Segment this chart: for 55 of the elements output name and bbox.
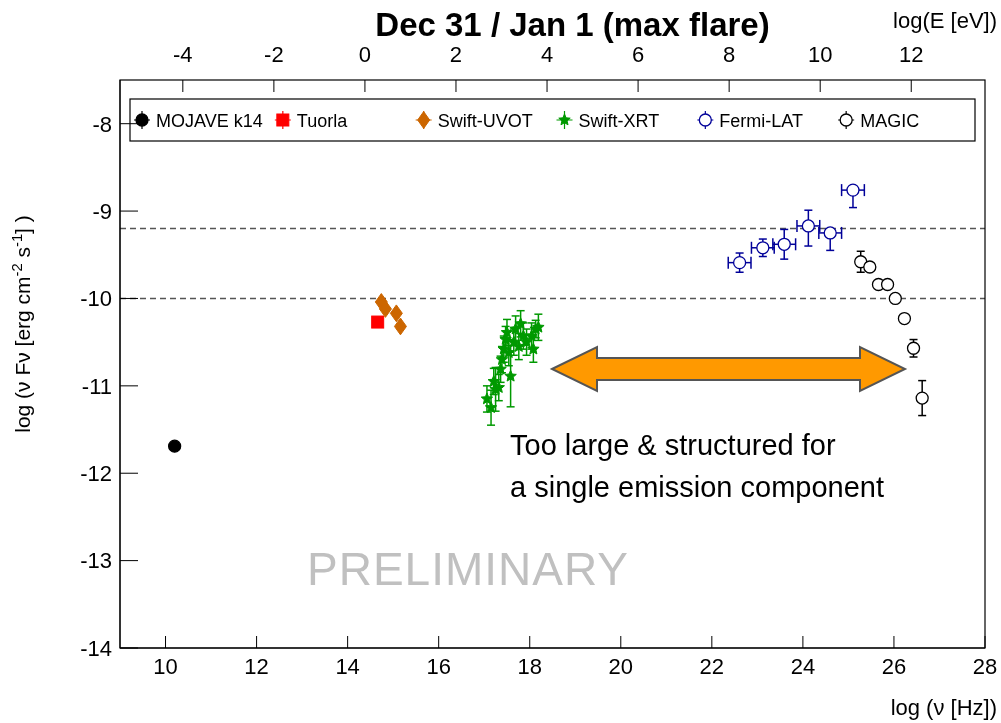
point [863, 260, 877, 274]
point [393, 317, 407, 336]
x-tick-label: 14 [335, 653, 360, 679]
y-tick-label: -14 [80, 635, 112, 661]
x-tick-label: 28 [972, 653, 998, 679]
x2-tick-label: -4 [173, 42, 193, 67]
x2-tick-label: 4 [540, 42, 554, 67]
x2-tick-label: 10 [807, 42, 833, 67]
point [480, 392, 494, 405]
x2-tick-label: 12 [899, 42, 924, 67]
x-tick-label: 10 [153, 653, 178, 679]
x-tick-label: 16 [426, 653, 451, 679]
x2-tick-label: -2 [264, 42, 284, 67]
x-tick-label: 12 [244, 653, 269, 679]
point [167, 439, 182, 453]
y-tick-label: -13 [80, 548, 112, 574]
annotation: Too large & structured for a single emission component [510, 429, 884, 503]
chart-title: Dec 31 / Jan 1 (max flare) [375, 6, 770, 43]
y-tick-label: -11 [81, 373, 112, 399]
x2-tick-label: 0 [358, 42, 372, 67]
x2-tick-label: 8 [723, 42, 736, 67]
y-tick-label: -10 [80, 286, 112, 312]
y-tick-label: -8 [92, 111, 112, 137]
point [484, 401, 498, 414]
x-tick-label: 24 [790, 653, 816, 679]
point [378, 300, 392, 318]
point [888, 291, 902, 306]
x2-axis-title: log(E [eV]) [893, 8, 997, 33]
point [846, 183, 860, 197]
point [389, 304, 403, 323]
point [823, 226, 837, 240]
x-axis-title: log (ν [Hz]) [890, 695, 997, 720]
x2-tick-label: 6 [631, 42, 645, 67]
x2-tick-label: 2 [449, 42, 463, 67]
point [880, 277, 895, 292]
x-tick-label: 26 [881, 653, 907, 679]
legend-label: Swift-XRT [578, 111, 660, 131]
legend-label: Tuorla [296, 111, 349, 131]
legend-label: MAGIC [860, 111, 920, 131]
point [504, 369, 517, 382]
x-tick-label: 20 [608, 653, 634, 679]
point [777, 237, 791, 251]
annotation: PRELIMINARY [306, 543, 630, 595]
point [897, 311, 912, 326]
point [487, 374, 500, 387]
x-tick-label: 18 [517, 653, 542, 679]
legend-label: Swift-UVOT [437, 111, 533, 131]
legend-label: MOJAVE k14 [156, 111, 263, 131]
point [371, 315, 385, 329]
point [801, 219, 816, 233]
y-tick-label: -12 [80, 461, 112, 487]
legend-label: Fermi-LAT [719, 111, 804, 131]
y-tick-label: -9 [92, 198, 112, 224]
x-tick-label: 22 [699, 653, 725, 679]
point [915, 391, 929, 405]
